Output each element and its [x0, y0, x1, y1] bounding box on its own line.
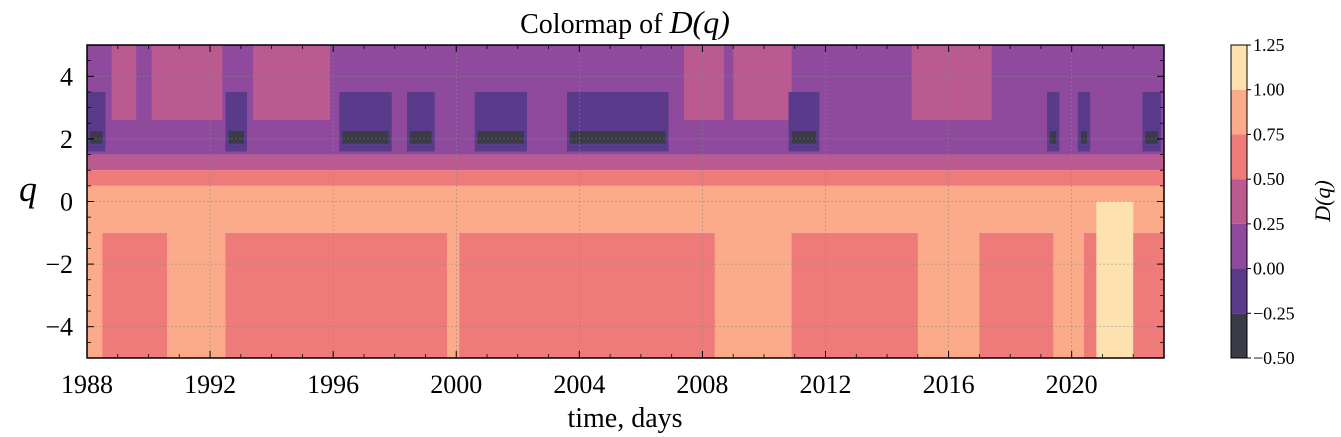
colorbar-tick-label: −0.25	[1253, 303, 1295, 323]
lower-high-patch	[1096, 201, 1134, 358]
lower-gap-patch	[1053, 232, 1084, 358]
upper-dark-pocket	[570, 131, 666, 144]
colorbar-ticks: −0.50 −0.25 0.00 0.25 0.50 0.75 1.00 1.25	[1247, 35, 1295, 368]
x-tick-label: 1992	[184, 370, 236, 399]
upper-light-patch	[733, 45, 792, 121]
lower-gap-patch	[714, 232, 792, 358]
y-tick-label: −4	[45, 313, 73, 342]
upper-dark-pocket	[410, 131, 432, 144]
x-tick-label: 2012	[800, 370, 852, 399]
upper-dark-pocket	[90, 131, 103, 144]
upper-light-patch	[253, 45, 331, 121]
grid-lines	[87, 45, 1164, 358]
upper-dark-pocket	[477, 131, 524, 144]
colorbar-tick-label: 0.25	[1253, 214, 1285, 234]
lower-gap-patch	[917, 232, 980, 358]
band-lower-region	[87, 232, 1164, 358]
x-tick-label: 2000	[430, 370, 482, 399]
chart-title-math: D(q)	[668, 4, 729, 40]
plot-area	[87, 45, 1164, 358]
upper-dark-pocket	[1145, 131, 1158, 144]
colorbar-tick-label: 1.25	[1253, 35, 1285, 55]
x-tick-label: 2020	[1046, 370, 1098, 399]
x-axis-label: time, days	[567, 403, 682, 434]
x-tick-label: 2008	[676, 370, 728, 399]
y-axis-ticks: −4 −2 0 2 4	[45, 60, 1164, 343]
colorbar	[1231, 45, 1247, 358]
band-q-0.5-to-1.0	[87, 170, 1164, 186]
y-tick-label: 4	[60, 62, 73, 91]
y-tick-label: −2	[45, 250, 73, 279]
colorbar-label: D(q)	[1310, 180, 1335, 223]
colorbar-segment	[1231, 268, 1247, 314]
lower-gap-patch	[447, 232, 460, 358]
x-tick-label: 2016	[923, 370, 975, 399]
y-axis-label: q	[19, 169, 37, 209]
colorbar-segment	[1231, 223, 1247, 269]
colorbar-tick-label: 0.50	[1253, 169, 1285, 189]
upper-light-patch	[683, 45, 724, 121]
colorbar-tick-label: 1.00	[1253, 80, 1285, 100]
y-tick-label: 2	[60, 125, 73, 154]
x-tick-label: 1996	[307, 370, 359, 399]
upper-dark-pocket	[1050, 131, 1057, 144]
lower-gap-patch	[167, 232, 226, 358]
colorbar-segment	[1231, 89, 1247, 135]
chart-title-prefix: Colormap of	[520, 9, 669, 40]
x-axis-ticks: 1988 1992 1996 2000 2004 2008 2012 2016 2020	[61, 45, 1134, 399]
colorbar-segment	[1231, 313, 1247, 358]
chart-title: Colormap of D(q)	[520, 4, 730, 40]
band-q-neg1-to-0.5	[87, 185, 1164, 233]
colorbar-segment	[1231, 179, 1247, 224]
colorbar-tick-label: 0.75	[1253, 124, 1285, 144]
colorbar-segment	[1231, 134, 1247, 180]
y-tick-label: 0	[60, 188, 73, 217]
upper-dark-pocket	[1080, 131, 1088, 144]
upper-dark-pocket	[342, 131, 389, 144]
colorbar-tick-label: −0.50	[1253, 348, 1295, 368]
colorbar-tick-label: 0.00	[1253, 259, 1285, 279]
upper-dark-pocket	[791, 131, 817, 144]
upper-dark-pocket	[228, 131, 244, 144]
x-tick-label: 1988	[61, 370, 113, 399]
colorbar-frame	[1230, 44, 1248, 359]
band-q-1.0-to-1.5	[87, 154, 1164, 171]
upper-light-patch	[911, 45, 992, 121]
heatmap-bands	[87, 45, 1164, 358]
upper-light-patch	[111, 45, 137, 121]
upper-light-patch	[151, 45, 223, 121]
x-tick-label: 2004	[553, 370, 605, 399]
colorbar-segment	[1231, 45, 1247, 90]
